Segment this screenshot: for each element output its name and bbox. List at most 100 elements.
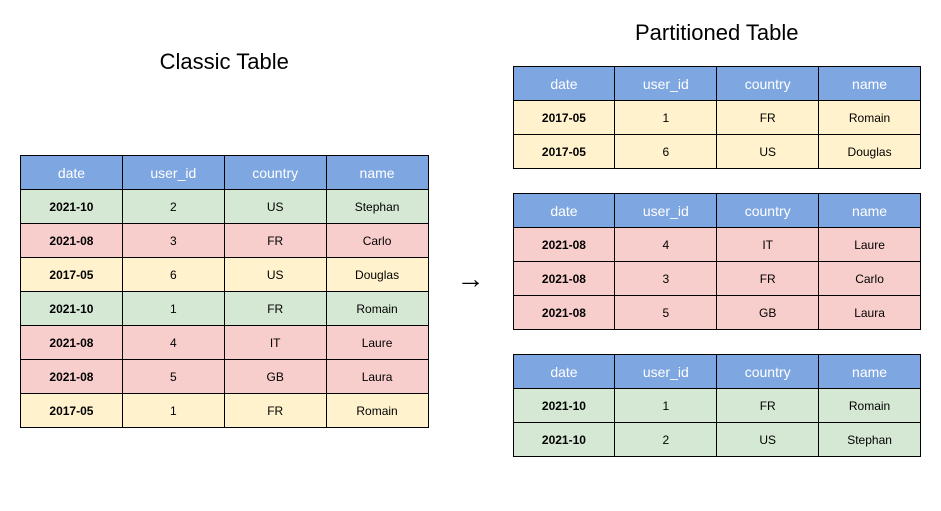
- table-cell: 2: [615, 423, 717, 457]
- column-header: country: [717, 355, 819, 389]
- column-header: date: [513, 355, 615, 389]
- table-cell: 2021-08: [513, 296, 615, 330]
- column-header: user_id: [615, 67, 717, 101]
- table-row: 2021-083FRCarlo: [513, 262, 921, 296]
- column-header: user_id: [122, 156, 224, 190]
- table-cell: 5: [615, 296, 717, 330]
- table-cell: 4: [122, 326, 224, 360]
- table-cell: 6: [615, 135, 717, 169]
- table-cell: Laura: [326, 360, 428, 394]
- table-cell: 2017-05: [513, 135, 615, 169]
- table-row: 2021-085GBLaura: [513, 296, 921, 330]
- table-cell: 2017-05: [513, 101, 615, 135]
- table-cell: 2021-08: [21, 326, 123, 360]
- table-cell: Douglas: [819, 135, 921, 169]
- table-row: 2021-102USStephan: [513, 423, 921, 457]
- table-cell: FR: [717, 389, 819, 423]
- partition-table: dateuser_idcountryname2021-101FRRomain20…: [513, 354, 922, 457]
- table-cell: 2021-10: [21, 292, 123, 326]
- table-cell: Carlo: [326, 224, 428, 258]
- table-cell: 1: [615, 101, 717, 135]
- table-row: 2021-101FRRomain: [21, 292, 429, 326]
- column-header: country: [717, 194, 819, 228]
- column-header: date: [21, 156, 123, 190]
- table-cell: Romain: [819, 101, 921, 135]
- table-row: 2021-085GBLaura: [21, 360, 429, 394]
- partitioned-title: Partitioned Table: [513, 20, 922, 46]
- partitioned-section: Partitioned Table dateuser_idcountryname…: [513, 20, 922, 457]
- table-cell: Romain: [326, 292, 428, 326]
- table-cell: 2: [122, 190, 224, 224]
- table-cell: 2021-08: [513, 262, 615, 296]
- table-cell: 1: [122, 292, 224, 326]
- table-cell: FR: [224, 394, 326, 428]
- table-cell: US: [717, 423, 819, 457]
- table-cell: 1: [615, 389, 717, 423]
- partition-table: dateuser_idcountryname2021-084ITLaure202…: [513, 193, 922, 330]
- table-cell: 2021-10: [513, 423, 615, 457]
- table-cell: 2021-10: [21, 190, 123, 224]
- table-row: 2017-056USDouglas: [513, 135, 921, 169]
- table-cell: 2021-08: [21, 224, 123, 258]
- column-header: name: [819, 194, 921, 228]
- table-cell: IT: [717, 228, 819, 262]
- table-cell: FR: [224, 292, 326, 326]
- table-cell: 2021-08: [513, 228, 615, 262]
- table-cell: Laure: [819, 228, 921, 262]
- table-cell: Laura: [819, 296, 921, 330]
- classic-section: Classic Table dateuser_idcountryname 202…: [20, 49, 429, 428]
- table-row: 2021-101FRRomain: [513, 389, 921, 423]
- table-row: 2021-102USStephan: [21, 190, 429, 224]
- column-header: name: [326, 156, 428, 190]
- column-header: name: [819, 67, 921, 101]
- partition-tables-wrap: dateuser_idcountryname2017-051FRRomain20…: [513, 66, 922, 457]
- table-cell: 3: [615, 262, 717, 296]
- classic-thead: dateuser_idcountryname: [21, 156, 429, 190]
- arrow-icon: →: [449, 263, 493, 295]
- table-cell: Carlo: [819, 262, 921, 296]
- table-row: 2017-051FRRomain: [21, 394, 429, 428]
- table-cell: Stephan: [326, 190, 428, 224]
- partition-table: dateuser_idcountryname2017-051FRRomain20…: [513, 66, 922, 169]
- column-header: date: [513, 194, 615, 228]
- table-cell: Romain: [819, 389, 921, 423]
- column-header: country: [224, 156, 326, 190]
- table-cell: IT: [224, 326, 326, 360]
- table-row: 2017-056USDouglas: [21, 258, 429, 292]
- column-header: country: [717, 67, 819, 101]
- table-cell: 2017-05: [21, 258, 123, 292]
- classic-tbody: 2021-102USStephan2021-083FRCarlo2017-056…: [21, 190, 429, 428]
- table-row: 2021-084ITLaure: [21, 326, 429, 360]
- classic-table: dateuser_idcountryname 2021-102USStephan…: [20, 155, 429, 428]
- classic-title: Classic Table: [20, 49, 429, 75]
- table-cell: Laure: [326, 326, 428, 360]
- column-header: date: [513, 67, 615, 101]
- diagram-container: Classic Table dateuser_idcountryname 202…: [20, 20, 921, 457]
- table-cell: Romain: [326, 394, 428, 428]
- table-cell: GB: [717, 296, 819, 330]
- table-row: 2021-083FRCarlo: [21, 224, 429, 258]
- table-cell: Stephan: [819, 423, 921, 457]
- table-cell: GB: [224, 360, 326, 394]
- table-cell: 5: [122, 360, 224, 394]
- table-cell: FR: [224, 224, 326, 258]
- table-cell: 2021-10: [513, 389, 615, 423]
- table-row: 2017-051FRRomain: [513, 101, 921, 135]
- table-row: 2021-084ITLaure: [513, 228, 921, 262]
- table-cell: US: [224, 258, 326, 292]
- table-cell: 3: [122, 224, 224, 258]
- table-cell: 6: [122, 258, 224, 292]
- column-header: name: [819, 355, 921, 389]
- table-cell: FR: [717, 101, 819, 135]
- classic-table-wrap: dateuser_idcountryname 2021-102USStephan…: [20, 155, 429, 428]
- table-cell: 4: [615, 228, 717, 262]
- table-cell: 2021-08: [21, 360, 123, 394]
- table-cell: 2017-05: [21, 394, 123, 428]
- table-cell: FR: [717, 262, 819, 296]
- column-header: user_id: [615, 194, 717, 228]
- table-cell: US: [717, 135, 819, 169]
- column-header: user_id: [615, 355, 717, 389]
- table-cell: 1: [122, 394, 224, 428]
- table-cell: Douglas: [326, 258, 428, 292]
- table-cell: US: [224, 190, 326, 224]
